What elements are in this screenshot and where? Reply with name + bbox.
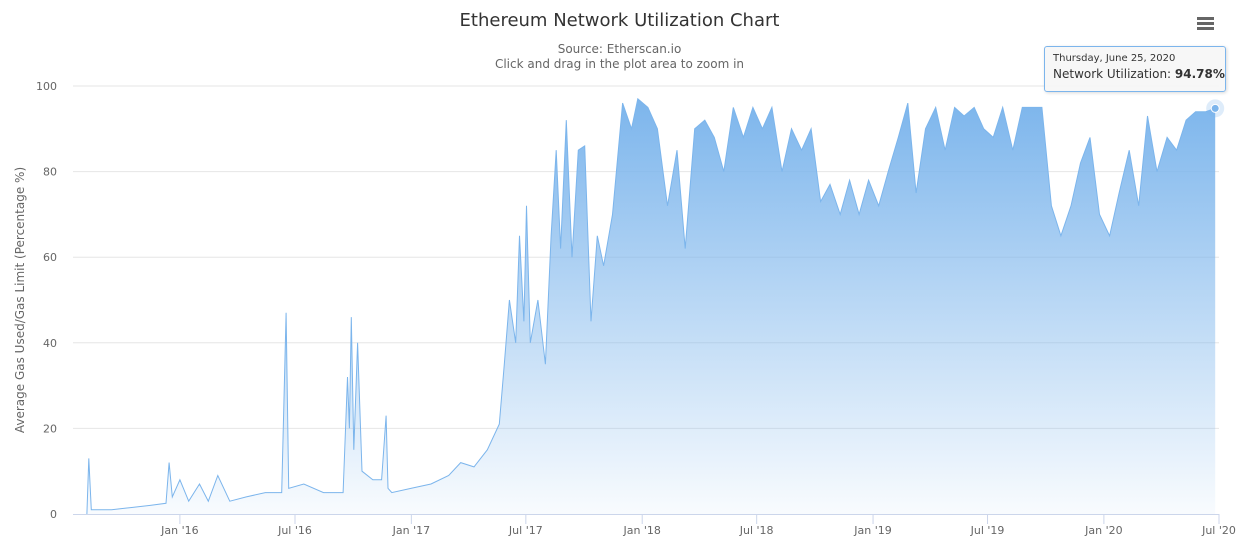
y-tick-label: 100 (36, 80, 57, 93)
x-tick-label: Jul '18 (739, 524, 774, 537)
tooltip-value-line: Network Utilization: 94.78% (1053, 67, 1225, 81)
y-tick-label: 0 (50, 508, 57, 521)
x-tick-label: Jan '18 (622, 524, 660, 537)
x-tick-label: Jan '17 (392, 524, 430, 537)
y-tick-label: 80 (43, 166, 57, 179)
chart-title: Ethereum Network Utilization Chart (459, 10, 780, 31)
series-line (86, 97, 1216, 515)
hamburger-menu-icon[interactable] (1194, 12, 1218, 36)
x-tick-label: Jan '20 (1084, 524, 1122, 537)
x-tick-label: Jul '16 (277, 524, 312, 537)
series-area-fill (86, 98, 1216, 515)
x-tick-label: Jul '20 (1201, 524, 1236, 537)
x-tick-label: Jan '16 (160, 524, 198, 537)
hover-point (1210, 103, 1220, 113)
tooltip-date: Thursday, June 25, 2020 (1053, 53, 1176, 64)
chart-subtitle-source: Source: Etherscan.io (557, 42, 682, 56)
tooltip-label: Network Utilization: (1053, 67, 1172, 81)
x-tick-label: Jul '19 (970, 524, 1005, 537)
x-tick-label: Jul '17 (508, 524, 543, 537)
chart-subtitle-zoom-hint: Click and drag in the plot area to zoom … (494, 57, 745, 71)
y-tick-label: 40 (43, 337, 57, 350)
tooltip-value: 94.78% (1174, 67, 1225, 81)
tooltip: Thursday, June 25, 2020 Network Utilizat… (1044, 46, 1226, 92)
x-tick-label: Jan '19 (853, 524, 891, 537)
y-tick-label: 20 (43, 422, 57, 435)
y-tick-label: 60 (43, 251, 57, 264)
